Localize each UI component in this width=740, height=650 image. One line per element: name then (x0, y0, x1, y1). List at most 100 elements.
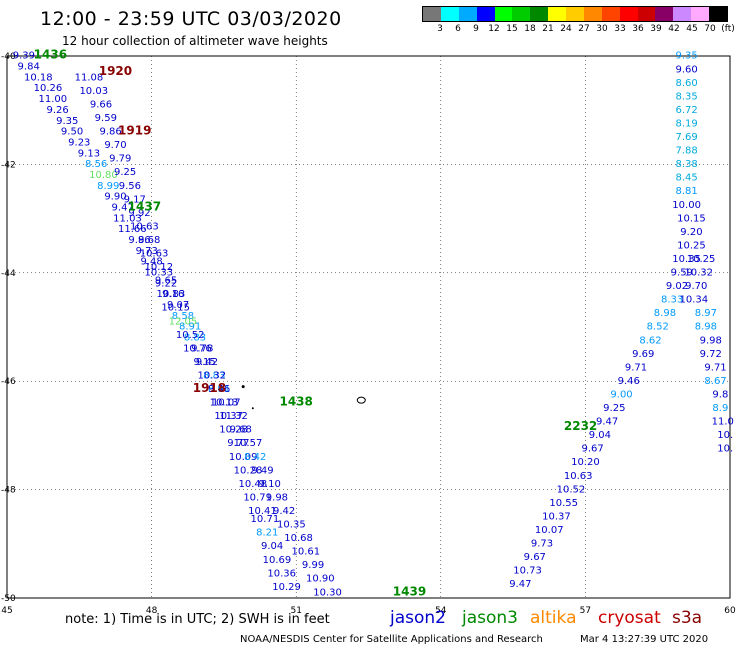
page-subtitle: 12 hour collection of altimeter wave hei… (62, 34, 328, 48)
lat-tick-label: -48 (1, 486, 16, 496)
wave-height-label: 9.73 (531, 539, 553, 550)
color-swatch (601, 7, 620, 21)
wave-height-label: 9.25 (114, 167, 136, 178)
island-shape (241, 385, 245, 389)
wave-height-label: 9.90 (104, 192, 126, 203)
wave-height-label: 10.68 (284, 533, 313, 544)
color-swatch (673, 7, 692, 21)
wave-height-label: 10.83 (157, 289, 186, 300)
wave-height-label: 10.71 (243, 492, 272, 503)
color-swatch (566, 7, 584, 21)
wave-height-label: 8.52 (647, 322, 669, 333)
color-swatch (494, 7, 513, 21)
wave-height-label: 9.67 (524, 552, 546, 563)
wave-height-label: 8.38 (675, 159, 697, 170)
wave-height-label: 10.03 (79, 86, 108, 97)
wave-height-label: 9.46 (208, 384, 230, 395)
wave-height-label: 9.68 (138, 235, 160, 246)
wave-height-label: 10.07 (212, 398, 241, 409)
color-scale-tick: 15 (506, 24, 518, 34)
track-label: 1439 (393, 584, 426, 598)
wave-height-label: 9.92 (128, 208, 150, 219)
wave-height-label: 9.56 (119, 181, 141, 192)
wave-height-label: 10.32 (198, 370, 227, 381)
wave-height-label: 12.05 (169, 316, 198, 327)
wave-height-label: 9.49 (251, 465, 273, 476)
wave-height-label: 10.32 (684, 268, 713, 279)
color-scale-tick: 70 (704, 24, 716, 34)
wave-height-label: 9.98 (266, 492, 288, 503)
wave-height-label: 10.57 (234, 438, 263, 449)
color-scale-tick: 21 (542, 24, 554, 34)
wave-height-label: 10.71 (251, 514, 280, 525)
wave-height-label: 10.09 (229, 452, 258, 463)
page-title: 12:00 - 23:59 UTC 03/03/2020 (40, 8, 342, 30)
color-scale-tick: (ft) (721, 24, 735, 34)
wave-height-label: 10.69 (263, 555, 292, 566)
credit-line: NOAA/NESDIS Center for Satellite Applica… (240, 634, 543, 645)
wave-height-label: 8.83 (184, 333, 206, 344)
track-label: 2232 (564, 419, 597, 433)
wave-height-label: 9.77 (227, 438, 249, 449)
track-label: 1918 (193, 381, 226, 395)
wave-height-label: 8.33 (661, 295, 683, 306)
wave-height-label: 10.35 (277, 520, 306, 531)
wave-height-label: 10.18 (24, 72, 53, 83)
wave-height-label: 8.91 (179, 322, 201, 333)
island-shape (251, 407, 254, 410)
wave-height-label: 9.10 (259, 479, 281, 490)
wave-height-label: 9.47 (509, 579, 531, 590)
wave-height-label: 9.46 (618, 376, 640, 387)
wave-height-label: 9.72 (700, 349, 722, 360)
wave-height-label: 10.52 (557, 484, 586, 495)
track-label: 1920 (99, 64, 132, 78)
wave-height-label: 8.97 (695, 308, 717, 319)
wave-height-label: 9.35 (675, 51, 697, 62)
wave-height-label: 9.22 (155, 278, 177, 289)
wave-height-label: 10.29 (272, 582, 301, 593)
color-swatch (637, 7, 656, 21)
wave-height-label: 10.25 (677, 240, 706, 251)
wave-height-label: 10.28 (234, 465, 263, 476)
wave-height-label: 9.47 (596, 417, 618, 428)
wave-height-label: 9.86 (128, 235, 150, 246)
legend-item-jason3: jason3 (462, 608, 518, 628)
track-label: 1438 (279, 395, 312, 409)
color-scale-tick: 3 (437, 24, 443, 34)
wave-height-label: 9.25 (603, 403, 625, 414)
color-scale-tick: 45 (686, 24, 698, 34)
color-swatch (655, 7, 674, 21)
wave-height-label: 10.12 (145, 262, 174, 273)
timestamp: Mar 4 13:27:39 UTC 2020 (580, 634, 709, 645)
color-scale-tick: 9 (473, 24, 479, 34)
wave-height-label: 9.70 (685, 281, 707, 292)
wave-height-label: 9.59 (95, 113, 117, 124)
wave-height-label: 9.60 (675, 64, 697, 75)
wave-height-label: 10.25 (687, 254, 716, 265)
wave-height-label: 9.47 (112, 202, 134, 213)
wave-height-label: 8.91 (208, 384, 230, 395)
lat-tick-label: -40 (1, 52, 16, 62)
wave-height-label: 10.33 (145, 268, 174, 279)
island-shape (356, 396, 366, 404)
lon-tick-label: 60 (724, 606, 736, 616)
wave-height-label: 11.66 (118, 224, 147, 235)
wave-height-label: 10.37 (214, 411, 243, 422)
color-scale-tick: 18 (524, 24, 536, 34)
wave-height-label: 11.00 (38, 94, 67, 105)
color-swatch (530, 7, 549, 21)
wave-height-label: 9.71 (625, 362, 647, 373)
wave-height-label: 9.39 (13, 51, 35, 62)
lat-tick-label: -50 (1, 594, 16, 604)
wave-height-label: 9.13 (78, 148, 100, 159)
wave-height-label: 10.76 (183, 343, 212, 354)
wave-height-label: 10.80 (89, 170, 118, 181)
wave-height-label: 8.9 (712, 403, 728, 414)
wave-height-label: 8.58 (172, 311, 194, 322)
color-scale-tick: 24 (560, 24, 572, 34)
wave-height-label: 9.8 (712, 389, 728, 400)
lon-tick-label: 48 (146, 606, 158, 616)
wave-height-label: 10. (717, 444, 733, 455)
wave-height-label: 9.23 (68, 137, 90, 148)
